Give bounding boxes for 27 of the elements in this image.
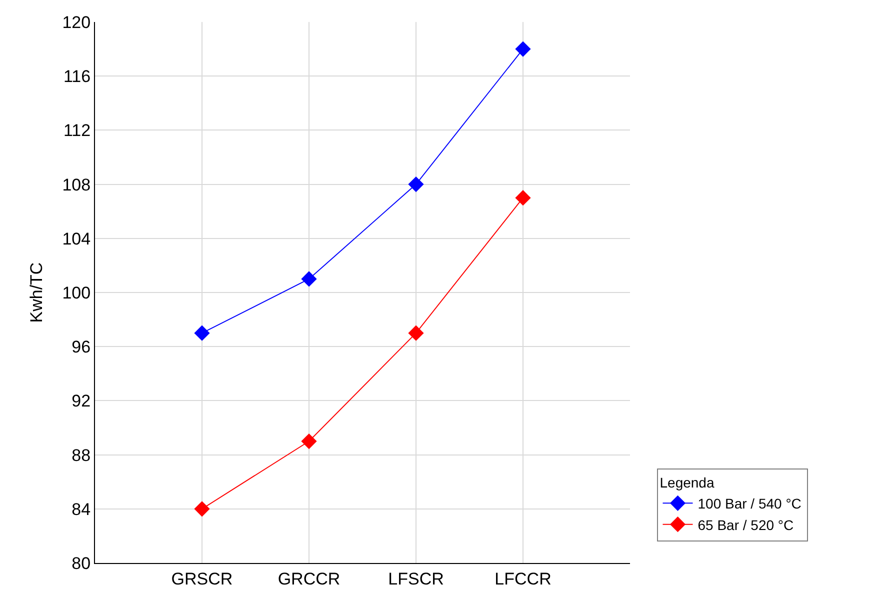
legend-label: 100 Bar / 540 °C [698, 496, 802, 512]
y-tick-label: 108 [62, 175, 91, 194]
y-tick-label: 120 [62, 12, 91, 32]
point [301, 271, 317, 287]
y-tick-label: 104 [62, 229, 91, 248]
point [408, 325, 424, 341]
y-tick-label: 88 [72, 446, 91, 465]
x-tick-label: GRCCR [278, 569, 340, 588]
x-tick-label: GRSCR [171, 569, 233, 588]
y-tick-label: 116 [63, 67, 91, 86]
x-tick-label: LFSCR [388, 569, 444, 588]
y-tick-label: 100 [62, 283, 91, 302]
y-tick-label: 92 [72, 392, 91, 411]
y-tick-label: 80 [72, 554, 91, 573]
y-axis-title: Kwh/TC [26, 262, 46, 323]
point [301, 433, 317, 450]
x-tick-label: LFCCR [494, 569, 552, 588]
point [194, 501, 210, 517]
point [515, 190, 531, 206]
y-tick-label: 112 [63, 121, 91, 140]
point [194, 325, 210, 341]
legend-label: 65 Bar / 520 °C [698, 516, 794, 533]
y-tick-label: 84 [72, 500, 91, 519]
y-tick-label: 96 [72, 338, 91, 357]
point [515, 41, 531, 57]
legend-title: Legenda [660, 474, 714, 491]
point [408, 176, 424, 192]
